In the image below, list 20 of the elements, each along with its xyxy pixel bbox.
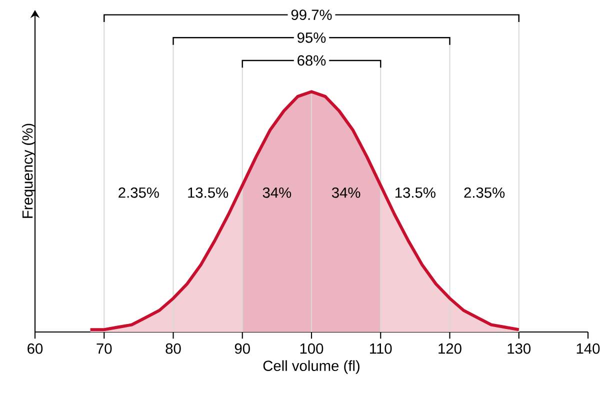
x-tick-label: 70: [96, 343, 112, 354]
x-tick-label: 140: [576, 343, 600, 354]
annotation: 13.5%: [396, 187, 436, 198]
x-tick-label: 100: [300, 343, 324, 354]
y-axis-title: Frequency (%): [22, 124, 36, 218]
text: 95%: [298, 32, 326, 43]
x-tick-label: 60: [28, 343, 43, 354]
x-tick-label: 120: [438, 343, 462, 354]
annotation: 2.35%: [464, 187, 505, 198]
x-tick-label: 90: [234, 343, 250, 354]
x-tick-label: 110: [370, 343, 392, 354]
annotation: 34%: [332, 187, 360, 198]
annotation: 2.35%: [118, 187, 159, 198]
annotation: 34%: [262, 187, 292, 198]
text: 68%: [298, 55, 326, 66]
text: 99.7%: [291, 10, 332, 20]
x-axis-title: Cell volume (fl): [263, 360, 360, 374]
annotation: 13.5%: [188, 187, 228, 198]
x-tick-label: 80: [166, 343, 181, 354]
x-tick-label: 130: [508, 343, 531, 354]
